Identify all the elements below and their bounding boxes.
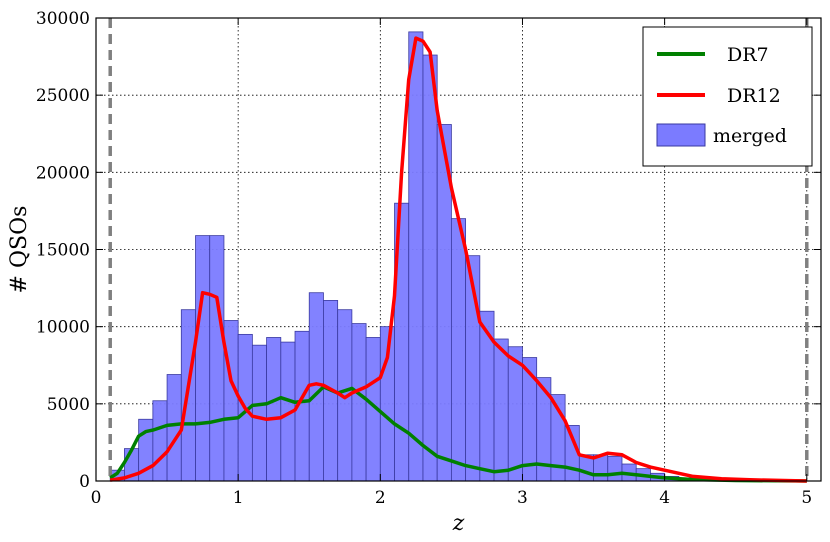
x-tick-label: 5 <box>801 488 812 508</box>
histogram-bar <box>493 338 509 482</box>
series-line-dr7 <box>109 385 807 483</box>
y-tick-label: 5000 <box>47 395 90 415</box>
histogram-bar <box>422 54 438 482</box>
histogram-bar <box>195 235 211 482</box>
legend-label-merged: merged <box>713 125 787 147</box>
histogram-bar <box>408 31 424 482</box>
histogram-bar <box>251 344 267 482</box>
legend-label-dr12: DR12 <box>727 85 781 107</box>
histogram-bar <box>152 400 168 482</box>
x-axis-label: z <box>452 511 465 536</box>
x-tick-label: 1 <box>233 488 244 508</box>
series-lines <box>109 36 807 483</box>
y-tick-label: 0 <box>79 472 90 492</box>
histogram-bar <box>209 235 225 482</box>
axis-ticks: 0 1 2 3 4 5 0 5000 10000 15000 20000 25000 30000 <box>36 9 821 508</box>
x-tick-label: 2 <box>375 488 386 508</box>
x-tick-label: 0 <box>91 488 102 508</box>
y-axis-label: # QSOs <box>7 206 32 294</box>
y-tick-label: 10000 <box>36 318 90 338</box>
legend-swatch-merged <box>656 123 706 147</box>
series-line-dr12 <box>109 36 807 483</box>
y-tick-label: 30000 <box>36 9 90 29</box>
x-tick-label: 4 <box>659 488 670 508</box>
reference-lines <box>108 18 809 481</box>
histogram-bar <box>607 455 623 482</box>
histogram-bar <box>507 346 523 482</box>
histogram-bar <box>266 337 282 482</box>
histogram-bar <box>166 374 182 482</box>
y-tick-label: 25000 <box>36 86 90 106</box>
x-tick-label: 3 <box>517 488 528 508</box>
histogram-bar <box>351 323 367 482</box>
legend: DR7 DR12 merged <box>642 26 813 167</box>
y-tick-label: 20000 <box>36 163 90 183</box>
histogram-bar <box>450 218 467 482</box>
y-tick-label: 15000 <box>36 241 90 261</box>
legend-label-dr7: DR7 <box>727 44 769 66</box>
